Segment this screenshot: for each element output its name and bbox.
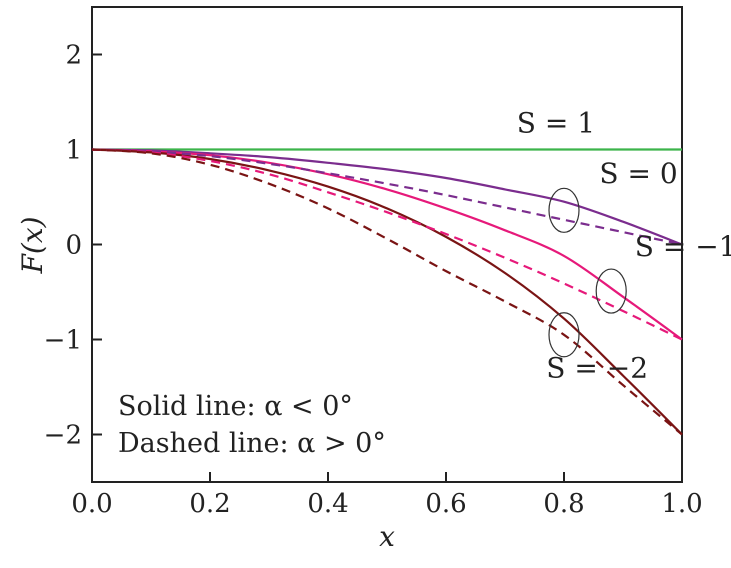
y-tick-label: −2 — [44, 421, 82, 451]
series-line-1 — [91, 148, 683, 246]
y-tick-label: 0 — [65, 231, 82, 261]
y-tick-label: 1 — [65, 136, 82, 166]
y-tick-label: −1 — [44, 326, 82, 356]
group-ellipse-2 — [548, 312, 580, 358]
group-ellipse-1 — [595, 268, 627, 314]
series-line-2 — [91, 148, 683, 341]
x-tick-label: 0.4 — [307, 489, 348, 519]
series-layer — [91, 148, 683, 436]
series-line-3 — [91, 148, 683, 436]
x-tick-label: 0.6 — [425, 489, 466, 519]
x-axis-label: x — [379, 520, 395, 553]
legend-note-solid: Solid line: α < 0° — [118, 391, 353, 422]
series-line-5 — [91, 148, 683, 341]
series-annotation: S = 1 — [517, 106, 595, 139]
x-tick-label: 0.8 — [543, 489, 584, 519]
annotations: S = 1S = 0 S = −1 S = −2 — [517, 106, 731, 384]
x-tick-label: 0.2 — [189, 489, 230, 519]
legend-note-dashed: Dashed line: α > 0° — [118, 428, 386, 459]
x-tick-label: 1.0 — [661, 489, 702, 519]
series-line-6 — [91, 148, 683, 436]
series-annotation: S = −1 — [635, 230, 731, 263]
series-annotation: S = 0 — [599, 157, 677, 190]
ellipse-markers — [548, 187, 627, 358]
y-axis-label: F(x) — [16, 216, 49, 274]
y-tick-label: 2 — [65, 41, 82, 71]
series-annotation: S = −2 — [546, 352, 648, 385]
axis-ticks: 0.0 0.2 0.4 0.6 0.8 1.0 2 1 0 −1 −2 — [44, 41, 703, 520]
group-ellipse-0 — [548, 187, 580, 233]
series-line-4 — [91, 148, 683, 246]
x-tick-label: 0.0 — [71, 489, 112, 519]
